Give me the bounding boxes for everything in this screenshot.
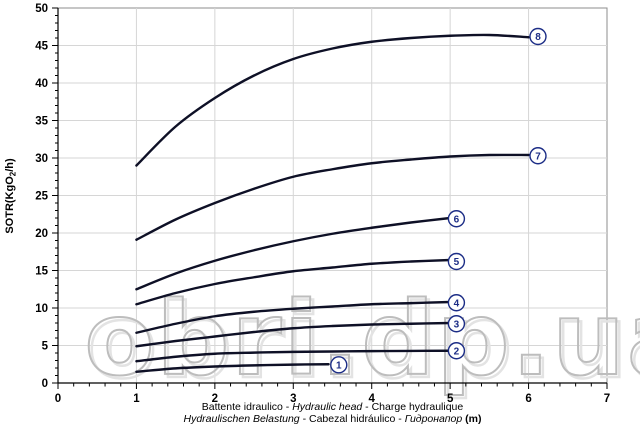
curve-2 [135,349,452,363]
y-tick-label: 50 [35,3,48,15]
y-tick-label: 0 [42,378,48,390]
y-tick-label: 15 [35,266,48,278]
y-tick-label: 30 [35,153,48,165]
x-tick-label: 1 [133,393,140,405]
curve-label-number-1: 1 [336,360,342,371]
y-tick-label: 45 [35,41,48,53]
curve-label-circle-4 [447,294,466,312]
curve-label-number-4: 4 [454,298,460,309]
curve-label-number-2: 2 [454,346,460,357]
curve-label-circle-3 [447,315,466,333]
y-tick-label: 35 [35,116,48,128]
y-tick-label: 40 [35,78,48,90]
y-tick-label: 20 [35,228,48,240]
curve-label-circle-7 [529,147,547,165]
x-tick-label: 6 [525,393,531,405]
x-tick-label: 4 [369,393,376,405]
y-tick-label: 10 [35,303,48,315]
curves [135,33,530,373]
x-tick-label: 7 [604,393,610,405]
y-axis-title: SOTR(KgO2/h) [4,158,18,234]
curve-label-number-5: 5 [454,257,460,268]
x-axis-title-line2: Hydraulischen Belastung - Cabezal hidráu… [184,413,482,425]
x-tick-label: 5 [447,393,454,405]
curve-4 [135,300,452,334]
x-tick-label: 0 [55,393,61,405]
curve-labels: 1 2 3 4 5 6 7 8 [330,27,547,374]
curve-7 [135,153,530,241]
curve-6 [135,216,452,291]
curve-label-number-3: 3 [454,319,460,330]
x-axis-title-line1: Battente idraulico - Hydraulic head - Ch… [202,401,464,413]
curve-3 [135,321,452,348]
curve-8 [135,33,530,167]
x-tick-label: 2 [212,393,218,405]
watermark-text: obri.dp.ua [84,280,640,399]
curve-label-number-7: 7 [535,151,541,162]
y-tick-label: 5 [42,341,49,353]
curve-5 [135,258,452,306]
curve-label-circle-6 [447,210,466,228]
curve-label-circle-2 [447,342,466,360]
ticks [52,7,608,389]
y-tick-label: 25 [35,191,48,203]
curve-label-number-6: 6 [454,214,460,225]
curve-label-circle-1 [330,356,348,374]
x-tick-label: 3 [290,393,296,405]
gridlines [58,8,607,383]
curve-label-circle-5 [447,252,466,271]
curve-1 [135,363,330,373]
curve-label-circle-8 [529,27,547,46]
curve-label-number-8: 8 [535,32,541,43]
